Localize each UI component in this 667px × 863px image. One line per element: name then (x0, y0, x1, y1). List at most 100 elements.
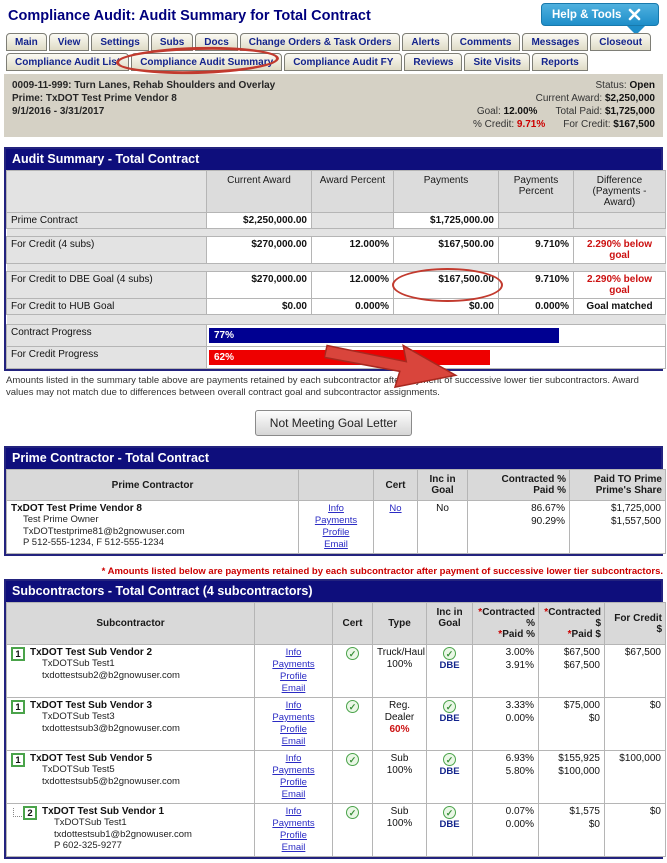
col-payments-percent: Payments Percent (498, 170, 574, 213)
prime-payments-link[interactable]: Payments (314, 515, 358, 526)
total-paid-value: $1,725,000 (604, 106, 655, 117)
for-credit-label: For Credit: (563, 119, 611, 130)
for-credit-progress-label: For Credit Progress (6, 346, 207, 369)
tab-subs[interactable]: Subs (150, 33, 194, 51)
tab-comments[interactable]: Comments (450, 33, 521, 51)
col-payments: Payments (393, 170, 499, 213)
col-cert: Cert (332, 602, 373, 645)
col-paid-to-prime: Paid TO Prime Prime's Share (569, 469, 666, 501)
col-inc-in-goal: Inc in Goal (417, 469, 468, 501)
prime-vendor-name: TxDOT Test Prime Vendor 8 (11, 503, 142, 514)
cert-approved-icon: ✓ (346, 806, 359, 819)
prime-info-link[interactable]: Info (328, 503, 344, 514)
col-for-credit: For Credit $ (604, 602, 666, 645)
tier-badge: 1 (11, 647, 25, 661)
tab-docs[interactable]: Docs (195, 33, 238, 51)
prime-paid-pct: 90.29% (531, 515, 565, 527)
prime-line: Prime: TxDOT Test Prime Vendor 8 (12, 93, 177, 104)
contract-info-bar: 0009-11-999: Turn Lanes, Rehab Shoulders… (4, 74, 663, 137)
inc-goal-program: DBE (439, 713, 460, 724)
current-award-value: $2,250,000 (604, 93, 655, 104)
inc-goal-program: DBE (439, 819, 460, 830)
for-credit-progress-bar: 62% (209, 350, 491, 365)
audit-row-hub-goal: For Credit to HUB Goal $0.00 0.000% $0.0… (6, 298, 666, 315)
sub-payments-link[interactable]: Payments (272, 765, 315, 776)
inc-goal-program: DBE (439, 766, 460, 777)
inc-goal-approved-icon: ✓ (443, 806, 456, 819)
col-contracted-paid-pct: Contracted % Paid % (467, 469, 570, 501)
contract-number-line: 0009-11-999: Turn Lanes, Rehab Shoulders… (12, 80, 276, 91)
audit-footnote: Amounts listed in the summary table abov… (6, 375, 639, 398)
col-prime-contractor: Prime Contractor (6, 469, 299, 501)
sub-email-link[interactable]: Email (281, 842, 306, 853)
tab-main[interactable]: Main (6, 33, 47, 51)
tab-reviews[interactable]: Reviews (404, 53, 463, 71)
tab-settings[interactable]: Settings (91, 33, 149, 51)
subcontractors-table: Subcontractor Cert Type Inc in Goal *Cont… (6, 602, 666, 857)
sub-info-link[interactable]: Info (285, 700, 302, 711)
prime-contact-name: Test Prime Owner (23, 514, 99, 525)
sub-vendor-name: TxDOT Test Sub Vendor 1 (42, 806, 165, 817)
sub-payments-link[interactable]: Payments (272, 712, 315, 723)
sub-info-link[interactable]: Info (285, 753, 302, 764)
help-tools-button[interactable]: Help & Tools (541, 3, 659, 35)
tab-compliance-audit-summary[interactable]: Compliance Audit Summary (131, 53, 283, 71)
subs-header-row: Subcontractor Cert Type Inc in Goal *Cont… (6, 602, 666, 645)
sub-email-link[interactable]: Email (281, 789, 306, 800)
spacer-row (6, 228, 666, 237)
sub-vendor-name: TxDOT Test Sub Vendor 2 (30, 647, 153, 658)
tab-messages[interactable]: Messages (522, 33, 589, 51)
prime-phone: P 512-555-1234, F 512-555-1234 (23, 537, 164, 548)
tab-change-orders[interactable]: Change Orders & Task Orders (239, 33, 401, 51)
sub-payments-link[interactable]: Payments (272, 659, 315, 670)
sub-info-link[interactable]: Info (285, 806, 302, 817)
prime-cert-link[interactable]: No (389, 503, 402, 514)
contract-progress-label: Contract Progress (6, 324, 207, 347)
inc-goal-approved-icon: ✓ (443, 647, 456, 660)
sub-profile-link[interactable]: Profile (280, 724, 307, 735)
tier-badge: 2 (23, 806, 37, 820)
contract-progress-row: Contract Progress 77% (6, 324, 666, 347)
prime-inc-in-goal: No (417, 500, 468, 554)
help-tools-label: Help & Tools (552, 8, 622, 21)
sub-email: txdottestsub5@b2gnowuser.com (42, 775, 180, 787)
tab-compliance-audit-fy[interactable]: Compliance Audit FY (284, 53, 403, 71)
prime-profile-link[interactable]: Profile (322, 527, 350, 538)
inc-goal-approved-icon: ✓ (443, 753, 456, 766)
pct-credit-value: 9.71% (516, 119, 546, 130)
tab-view[interactable]: View (48, 33, 90, 51)
audit-summary-title: Audit Summary - Total Contract (6, 149, 661, 170)
sub-email-link[interactable]: Email (281, 736, 306, 747)
sub-profile-link[interactable]: Profile (280, 777, 307, 788)
tab-site-visits[interactable]: Site Visits (464, 53, 531, 71)
sub-info-link[interactable]: Info (285, 647, 302, 658)
inc-goal-program: DBE (439, 660, 460, 671)
col-cert: Cert (373, 469, 418, 501)
subs-note: * Amounts listed below are payments reta… (101, 566, 663, 577)
sub-payments-link[interactable]: Payments (272, 818, 315, 829)
tab-compliance-audit-list[interactable]: Compliance Audit List (6, 53, 130, 71)
sub-row-vendor-2: 1 TxDOT Test Sub Vendor 2 TxDOTSub Test1… (6, 644, 666, 698)
tab-alerts[interactable]: Alerts (402, 33, 449, 51)
tab-closeout[interactable]: Closeout (590, 33, 652, 51)
for-credit-progress-row: For Credit Progress 62% (6, 346, 666, 369)
audit-summary-table: Current Award Award Percent Payments Pay… (6, 170, 666, 369)
sub-profile-link[interactable]: Profile (280, 830, 307, 841)
secondary-tab-bar: Compliance Audit List Compliance Audit Su… (4, 44, 663, 77)
audit-row-dbe-goal: For Credit to DBE Goal (4 subs) $270,000… (6, 268, 666, 302)
sub-profile-link[interactable]: Profile (280, 671, 307, 682)
prime-row: TxDOT Test Prime Vendor 8 Test Prime Own… (6, 500, 666, 554)
prime-contractor-section: Prime Contractor - Total Contract Prime … (4, 446, 666, 556)
prime-contracted-pct: 86.67% (531, 503, 565, 514)
col-current-award: Current Award (206, 170, 312, 213)
sub-row-vendor-5: 1 TxDOT Test Sub Vendor 5 TxDOTSub Test5… (6, 750, 666, 804)
sub-email-link[interactable]: Email (281, 683, 306, 694)
audit-row-for-credit: For Credit (4 subs) $270,000.00 12.000% … (6, 236, 666, 264)
spacer-row (6, 263, 666, 272)
not-meeting-goal-letter-button[interactable]: Not Meeting Goal Letter (254, 410, 413, 436)
sub-email: txdottestsub2@b2gnowuser.com (42, 669, 180, 681)
current-award-label: Current Award: (535, 93, 603, 104)
sub-vendor-name: TxDOT Test Sub Vendor 5 (30, 753, 153, 764)
prime-email-link[interactable]: Email (324, 539, 348, 550)
tab-reports[interactable]: Reports (532, 53, 588, 71)
